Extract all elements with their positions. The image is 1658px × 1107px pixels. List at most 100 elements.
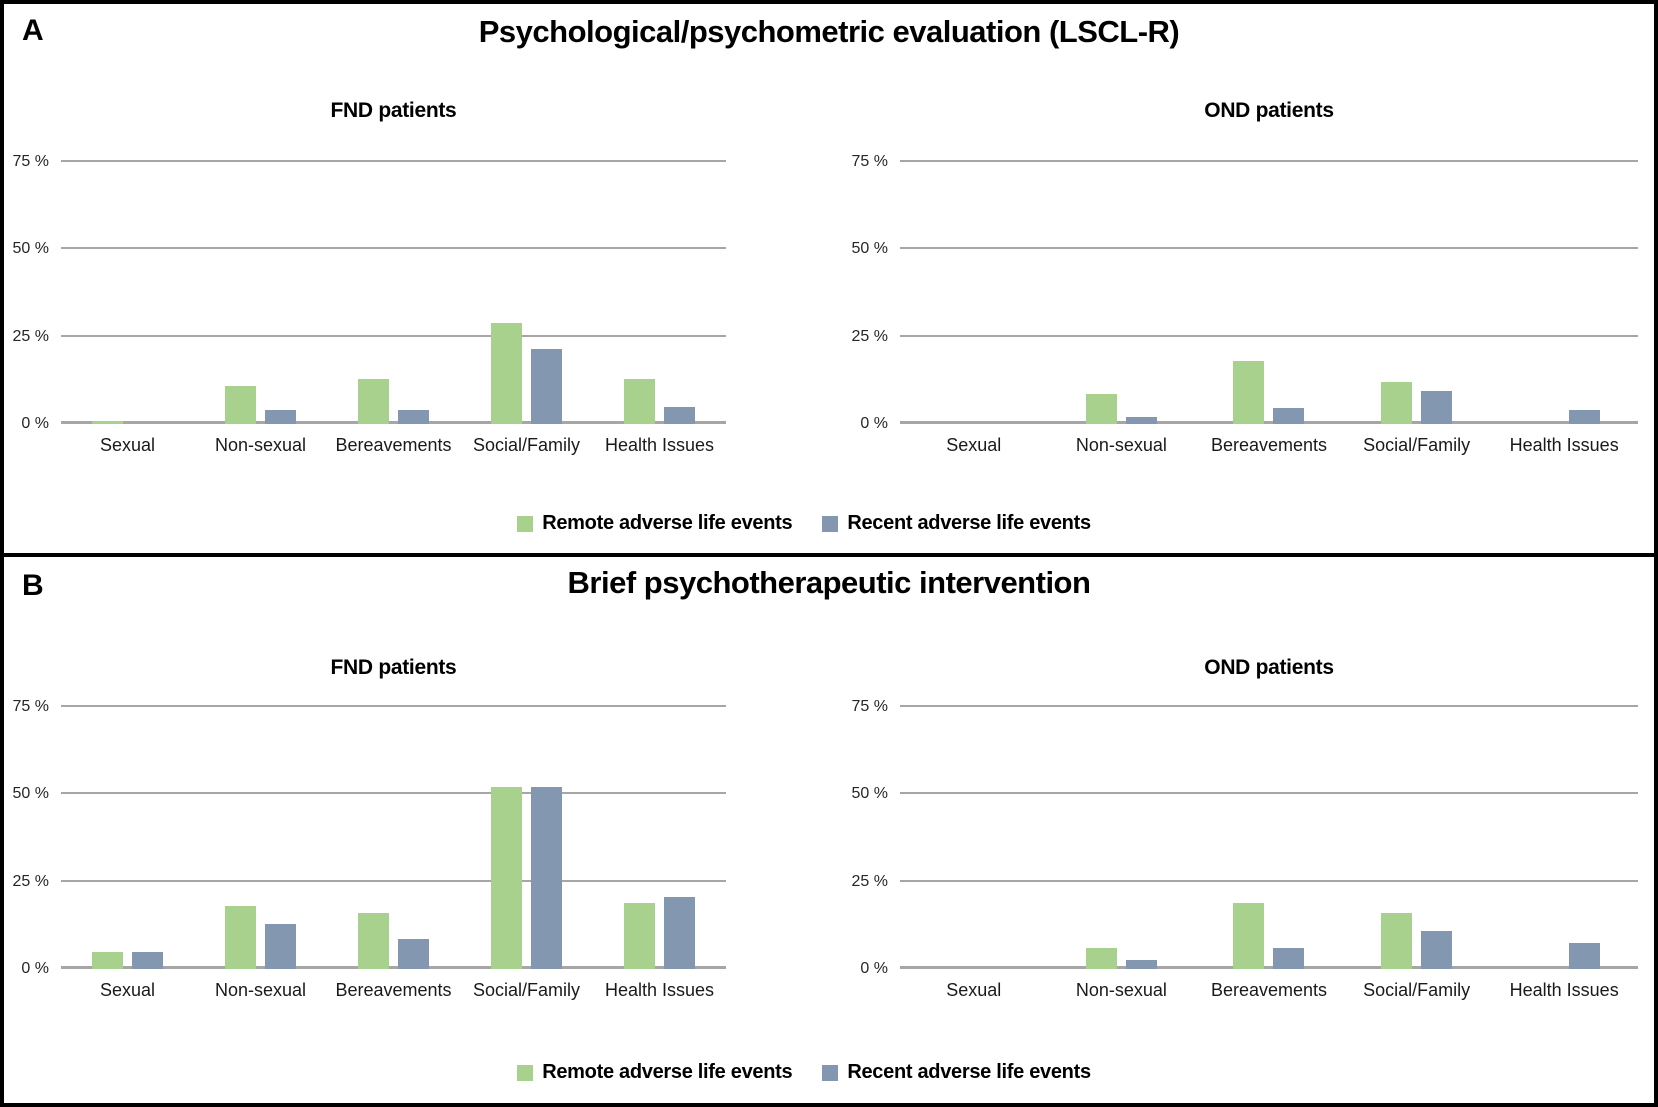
bar-group: [900, 144, 1048, 424]
gridline: [900, 334, 1638, 337]
x-axis-line: [900, 421, 1638, 424]
panel-letter-a: A: [22, 14, 44, 47]
bar-group: [1343, 144, 1491, 424]
remote-bar: [92, 951, 123, 969]
bar-group: [327, 689, 460, 969]
recent-series-swatch: [822, 1064, 839, 1081]
bar-groups: [61, 689, 726, 969]
bar-group: [194, 689, 327, 969]
remote-series-swatch: [517, 1064, 534, 1081]
y-tick-label: 25 %: [851, 872, 888, 890]
recent-bar: [1421, 390, 1453, 424]
bar-group: [1343, 689, 1491, 969]
x-category-label: Bereavements: [1210, 435, 1328, 455]
bar-group: [593, 689, 726, 969]
legend-label-recent: Recent adverse life events: [847, 512, 1091, 534]
chart-title: FND patients: [330, 656, 457, 679]
panel-letter-b: B: [22, 569, 44, 602]
panel-b-title: Brief psychotherapeutic intervention: [567, 565, 1091, 600]
x-category-label: Sexual: [946, 435, 1002, 455]
x-axis-labels: Sexual Non-sexual Bereavements Social/Famil…: [900, 434, 1638, 456]
bar-group: [1048, 689, 1196, 969]
legend: Remote adverse life events Recent advers…: [4, 512, 1654, 535]
y-tick-label: 50 %: [12, 240, 49, 257]
gridline: [61, 704, 726, 707]
plot-area: [900, 689, 1638, 969]
x-axis-line: [900, 966, 1638, 969]
y-tick-label: 75 %: [851, 152, 888, 170]
x-axis-labels: Sexual Non-sexual Bereavements Social/Famil…: [61, 979, 726, 1001]
remote-bar: [1085, 948, 1117, 969]
remote-bar: [1381, 382, 1413, 424]
remote-bar: [1233, 361, 1265, 424]
y-tick-label: 75 %: [851, 697, 888, 715]
bar-group: [327, 144, 460, 424]
y-axis: 0 % 25 % 50 % 75 %: [843, 144, 900, 432]
legend-label-remote: Remote adverse life events: [542, 512, 793, 534]
plot-area: [61, 689, 726, 969]
y-tick-label: 50 %: [851, 785, 888, 802]
y-tick-label: 0 %: [21, 415, 49, 432]
y-axis: 0 % 25 % 50 % 75 %: [4, 144, 61, 432]
bar-group: [1490, 144, 1638, 424]
x-category-label: Bereavements: [1210, 980, 1328, 1000]
remote-bar: [1085, 394, 1117, 424]
panel-a-title: Psychological/psychometric evaluation (L…: [478, 14, 1180, 49]
recent-bar: [1125, 417, 1157, 424]
remote-bar: [624, 902, 655, 969]
chart-title: FND patients: [330, 99, 457, 122]
bar-group: [1048, 144, 1196, 424]
gridline: [61, 247, 726, 249]
panel-a-charts-row: FND patients 0 % 25 % 50 % 75 % Sexual Non-s…: [4, 52, 1654, 456]
y-tick-label: 25 %: [12, 872, 49, 890]
recent-bar: [531, 787, 562, 969]
remote-bar: [491, 322, 522, 424]
x-category-label: Social/Family: [472, 435, 581, 455]
recent-bar: [1125, 960, 1157, 969]
bar-group: [900, 689, 1048, 969]
bar-group: [61, 144, 194, 424]
recent-bar: [132, 951, 163, 969]
x-category-label: Health Issues: [604, 980, 715, 1000]
x-axis-labels: Sexual Non-sexual Bereavements Social/Famil…: [900, 979, 1638, 1001]
y-tick-label: 0 %: [860, 415, 888, 432]
recent-bar: [1568, 942, 1600, 969]
x-category-label: Health Issues: [1509, 980, 1619, 1000]
recent-series-swatch: [822, 515, 839, 532]
recent-bar: [664, 897, 695, 969]
legend-item-recent: Recent adverse life events: [822, 512, 1091, 535]
x-category-label: Non-sexual: [1075, 435, 1167, 455]
x-category-label: Sexual: [99, 435, 156, 455]
y-tick-label: 25 %: [851, 327, 888, 345]
bar-groups: [900, 689, 1638, 969]
panel-b: B Brief psychotherapeutic intervention F…: [4, 557, 1654, 1103]
bar-group: [593, 144, 726, 424]
gridline: [900, 792, 1638, 794]
recent-bar: [1421, 930, 1453, 969]
legend: Remote adverse life events Recent advers…: [4, 1061, 1654, 1084]
x-category-label: Health Issues: [604, 435, 715, 455]
y-tick-label: 0 %: [21, 960, 49, 977]
gridline: [61, 792, 726, 794]
gridline: [900, 704, 1638, 707]
legend-item-remote: Remote adverse life events: [517, 512, 793, 535]
bar-group: [1195, 689, 1343, 969]
gridline: [900, 879, 1638, 882]
remote-series-swatch: [517, 515, 534, 532]
recent-bar: [1273, 408, 1305, 424]
bar-group: [1195, 144, 1343, 424]
bar-group: [61, 689, 194, 969]
x-axis-labels: Sexual Non-sexual Bereavements Social/Famil…: [61, 434, 726, 456]
remote-bar: [1381, 913, 1413, 969]
remote-bar: [358, 913, 389, 969]
bar-group: [460, 689, 593, 969]
y-axis: 0 % 25 % 50 % 75 %: [4, 689, 61, 977]
x-category-label: Social/Family: [472, 980, 581, 1000]
chart-title: OND patients: [1204, 656, 1334, 679]
recent-bar: [664, 406, 695, 424]
chart-a-ond: OND patients 0 % 25 % 50 % 75 % Sexual Non-s…: [843, 98, 1638, 456]
chart-b-fnd: FND patients 0 % 25 % 50 % 75 % Sexual Non-s…: [4, 655, 726, 1001]
remote-bar: [1233, 902, 1265, 969]
x-category-label: Sexual: [99, 980, 156, 1000]
gridline: [900, 159, 1638, 162]
